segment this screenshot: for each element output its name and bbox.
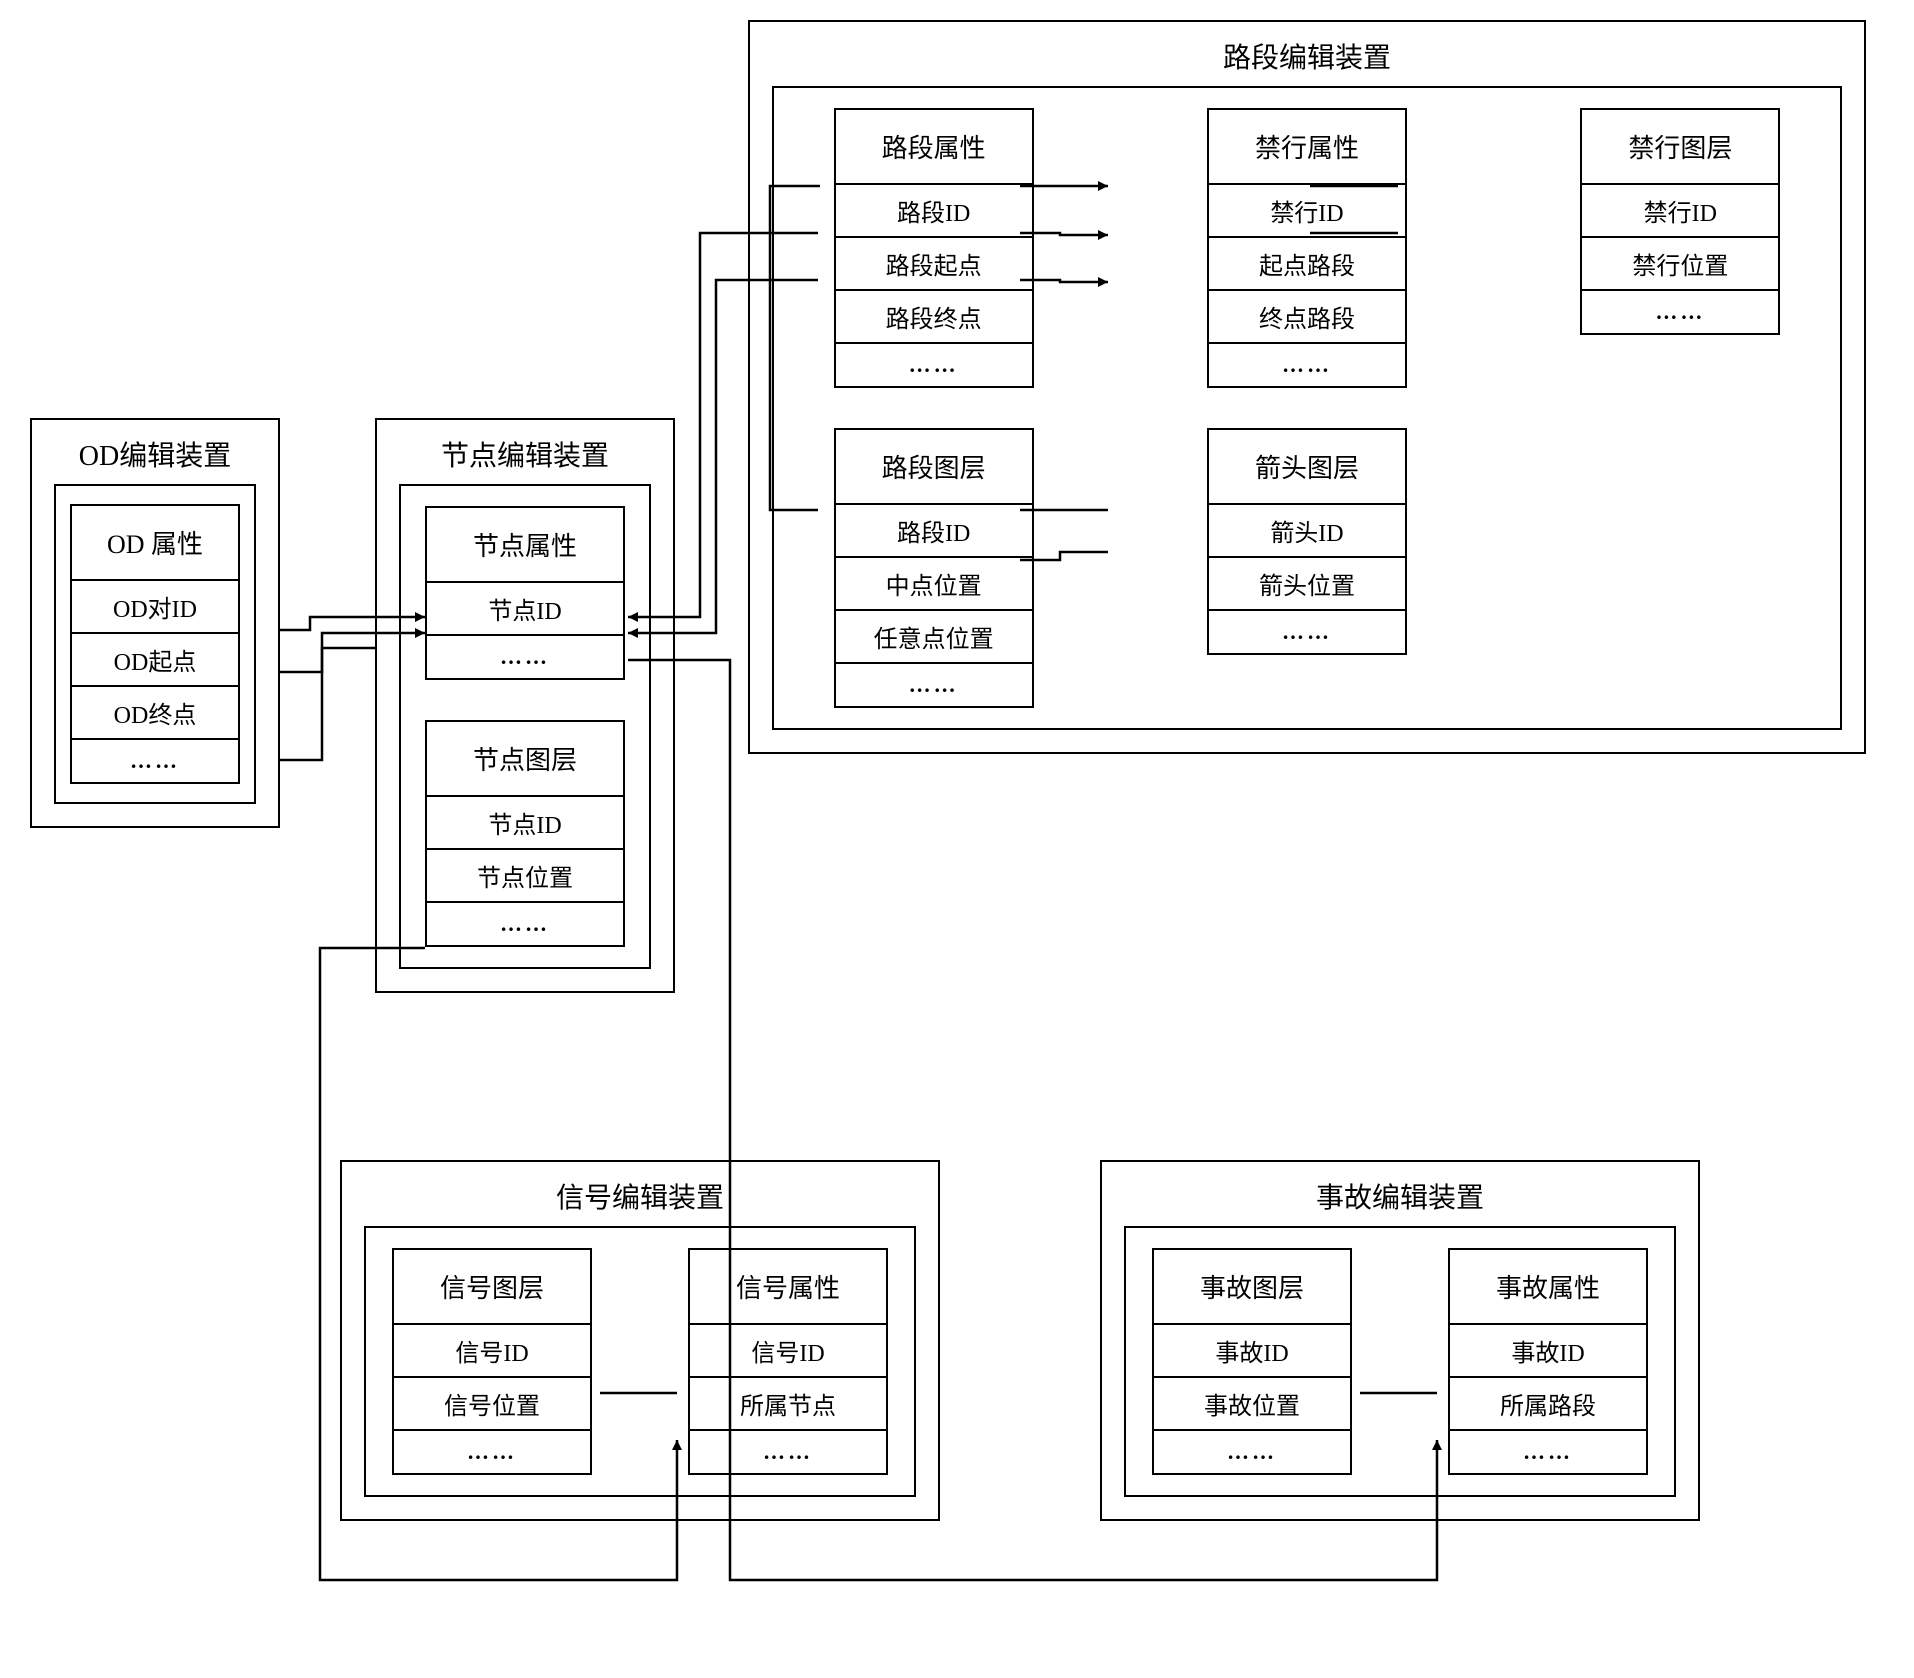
entity-row: 任意点位置 [836,611,1032,664]
entity-seg-attr: 路段属性 路段ID 路段起点 路段终点 …… [834,108,1034,388]
entity-row: 中点位置 [836,558,1032,611]
entity-row: 所属节点 [690,1378,886,1431]
entity-signal-layer-header: 信号图层 [394,1250,590,1325]
entity-dots: …… [427,636,623,678]
entity-row: 事故位置 [1154,1378,1350,1431]
entity-row: 路段ID [836,185,1032,238]
device-segment: 路段编辑装置 路段属性 路段ID 路段起点 路段终点 …… 禁行属性 禁行ID … [748,20,1866,754]
entity-dots: …… [1209,344,1405,386]
entity-dots: …… [836,664,1032,706]
device-accident-title: 事故编辑装置 [1102,1162,1698,1226]
entity-row: 终点路段 [1209,291,1405,344]
entity-row: 禁行位置 [1582,238,1778,291]
entity-dots: …… [1450,1431,1646,1473]
entity-row: 路段起点 [836,238,1032,291]
entity-accident-layer-header: 事故图层 [1154,1250,1350,1325]
entity-signal-attr: 信号属性 信号ID 所属节点 …… [688,1248,888,1475]
device-accident-inner: 事故图层 事故ID 事故位置 …… 事故属性 事故ID 所属路段 …… [1124,1226,1676,1497]
entity-seg-layer: 路段图层 路段ID 中点位置 任意点位置 …… [834,428,1034,708]
entity-row: 事故ID [1450,1325,1646,1378]
entity-arrow-layer-header: 箭头图层 [1209,430,1405,505]
entity-ban-attr-header: 禁行属性 [1209,110,1405,185]
entity-row: 箭头ID [1209,505,1405,558]
diagram-root: OD编辑装置 OD 属性 OD对ID OD起点 OD终点 …… 节点编辑装置 节… [0,0,1914,1678]
entity-row: 起点路段 [1209,238,1405,291]
device-segment-title: 路段编辑装置 [750,22,1864,86]
entity-dots: …… [690,1431,886,1473]
device-node: 节点编辑装置 节点属性 节点ID …… 节点图层 节点ID 节点位置 …… [375,418,675,993]
entity-od-attr: OD 属性 OD对ID OD起点 OD终点 …… [70,504,240,784]
entity-row: OD终点 [72,687,238,740]
device-od-title: OD编辑装置 [32,420,278,484]
entity-dots: …… [72,740,238,782]
entity-node-layer-header: 节点图层 [427,722,623,797]
entity-node-layer: 节点图层 节点ID 节点位置 …… [425,720,625,947]
device-od-inner: OD 属性 OD对ID OD起点 OD终点 …… [54,484,256,804]
entity-dots: …… [836,344,1032,386]
device-signal-title: 信号编辑装置 [342,1162,938,1226]
device-od: OD编辑装置 OD 属性 OD对ID OD起点 OD终点 …… [30,418,280,828]
entity-seg-layer-header: 路段图层 [836,430,1032,505]
entity-row: 信号ID [690,1325,886,1378]
device-segment-inner: 路段属性 路段ID 路段起点 路段终点 …… 禁行属性 禁行ID 起点路段 终点… [772,86,1842,730]
entity-row: 禁行ID [1582,185,1778,238]
entity-row: 路段终点 [836,291,1032,344]
entity-dots: …… [1582,291,1778,333]
entity-accident-layer: 事故图层 事故ID 事故位置 …… [1152,1248,1352,1475]
entity-dots: …… [1154,1431,1350,1473]
entity-row: 节点ID [427,797,623,850]
entity-row: 路段ID [836,505,1032,558]
entity-arrow-layer: 箭头图层 箭头ID 箭头位置 …… [1207,428,1407,655]
device-signal-inner: 信号图层 信号ID 信号位置 …… 信号属性 信号ID 所属节点 …… [364,1226,916,1497]
entity-node-attr-header: 节点属性 [427,508,623,583]
connector-edge [280,648,375,760]
entity-signal-layer: 信号图层 信号ID 信号位置 …… [392,1248,592,1475]
entity-dots: …… [1209,611,1405,653]
entity-ban-layer-header: 禁行图层 [1582,110,1778,185]
device-signal: 信号编辑装置 信号图层 信号ID 信号位置 …… 信号属性 信号ID 所属节点 … [340,1160,940,1521]
entity-ban-layer: 禁行图层 禁行ID 禁行位置 …… [1580,108,1780,335]
entity-row: 节点位置 [427,850,623,903]
device-node-inner: 节点属性 节点ID …… 节点图层 节点ID 节点位置 …… [399,484,651,969]
entity-node-attr: 节点属性 节点ID …… [425,506,625,680]
entity-ban-attr: 禁行属性 禁行ID 起点路段 终点路段 …… [1207,108,1407,388]
entity-seg-attr-header: 路段属性 [836,110,1032,185]
entity-row: 信号ID [394,1325,590,1378]
entity-row: 节点ID [427,583,623,636]
device-accident: 事故编辑装置 事故图层 事故ID 事故位置 …… 事故属性 事故ID 所属路段 … [1100,1160,1700,1521]
entity-row: OD起点 [72,634,238,687]
entity-od-attr-header: OD 属性 [72,506,238,581]
entity-row: OD对ID [72,581,238,634]
entity-row: 箭头位置 [1209,558,1405,611]
entity-accident-attr-header: 事故属性 [1450,1250,1646,1325]
device-node-title: 节点编辑装置 [377,420,673,484]
entity-dots: …… [394,1431,590,1473]
entity-dots: …… [427,903,623,945]
entity-accident-attr: 事故属性 事故ID 所属路段 …… [1448,1248,1648,1475]
entity-row: 所属路段 [1450,1378,1646,1431]
entity-row: 禁行ID [1209,185,1405,238]
entity-row: 信号位置 [394,1378,590,1431]
entity-signal-attr-header: 信号属性 [690,1250,886,1325]
entity-row: 事故ID [1154,1325,1350,1378]
